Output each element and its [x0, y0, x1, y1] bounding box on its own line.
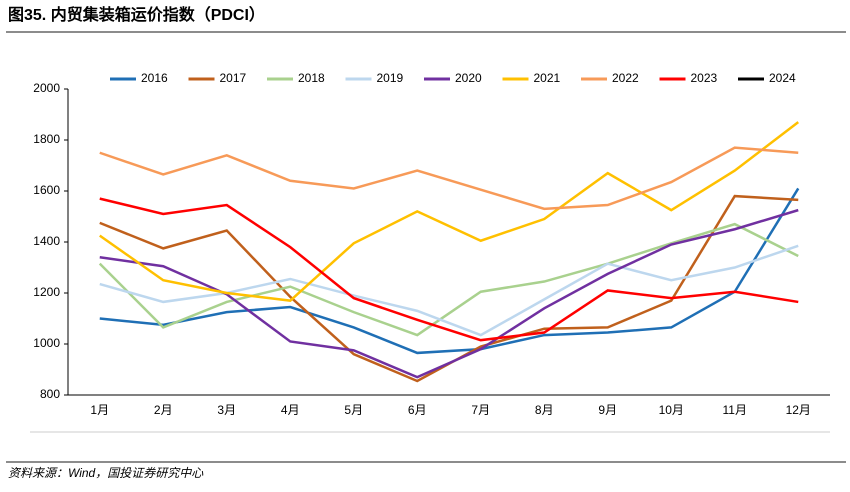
y-tick-label: 800 [40, 387, 60, 401]
legend-label: 2020 [455, 71, 482, 85]
y-tick-label: 1600 [33, 183, 60, 197]
x-tick-label: 9月 [598, 403, 617, 417]
y-tick-label: 2000 [33, 81, 60, 95]
series-line [99, 121, 800, 302]
legend-label: 2022 [612, 71, 639, 85]
series-line [99, 146, 799, 211]
series-line [99, 244, 799, 337]
series-line [98, 222, 799, 337]
x-tick-label: 12月 [786, 403, 811, 417]
x-tick-label: 7月 [471, 403, 490, 417]
y-tick-label: 1400 [33, 234, 60, 248]
x-tick-label: 8月 [535, 403, 554, 417]
x-tick-label: 4月 [281, 403, 300, 417]
x-tick-label: 3月 [217, 403, 236, 417]
series-line [99, 197, 799, 342]
x-tick-label: 6月 [408, 403, 427, 417]
legend-label: 2019 [377, 71, 404, 85]
y-tick-label: 1200 [33, 285, 60, 299]
x-tick-label: 10月 [659, 403, 684, 417]
source: 资料来源：Wind，国投证券研究中心 [8, 466, 204, 480]
x-tick-label: 5月 [344, 403, 363, 417]
y-tick-label: 1800 [33, 132, 60, 146]
legend-label: 2018 [298, 71, 325, 85]
legend-label: 2017 [220, 71, 247, 85]
y-tick-label: 1000 [33, 336, 60, 350]
legend-label: 2021 [534, 71, 561, 85]
series-line [99, 187, 800, 355]
series-line [99, 208, 799, 379]
x-tick-label: 1月 [90, 403, 109, 417]
x-tick-label: 2月 [154, 403, 173, 417]
legend-label: 2024 [769, 71, 796, 85]
legend-label: 2016 [141, 71, 168, 85]
legend-label: 2023 [691, 71, 718, 85]
chart-title: 图35. 内贸集装箱运价指数（PDCI） [8, 5, 265, 24]
x-tick-label: 11月 [723, 403, 747, 417]
